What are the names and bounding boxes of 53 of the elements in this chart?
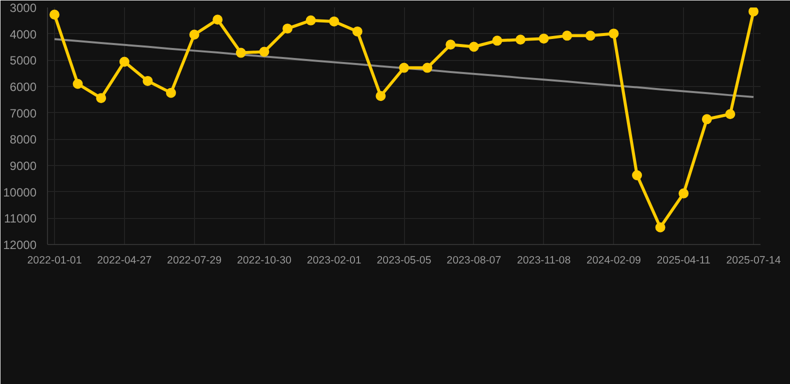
point — [236, 48, 246, 58]
point — [492, 36, 502, 46]
point — [119, 56, 130, 67]
x-tick-label: 2022-01-01 — [27, 254, 82, 266]
point — [212, 14, 223, 25]
point — [399, 62, 409, 73]
point — [376, 90, 386, 101]
y-tick-label: 5000 — [10, 54, 37, 68]
x-tick-label: 2022-04-27 — [97, 254, 152, 266]
y-tick-label: 6000 — [10, 80, 37, 94]
point — [678, 188, 689, 198]
y-tick-label: 7000 — [10, 106, 37, 120]
y-tick-label: 10000 — [3, 185, 37, 200]
y-tick-label: 9000 — [10, 159, 37, 173]
y-tick-label: 3000 — [10, 1, 37, 15]
point — [446, 40, 456, 50]
x-tick-label: 2023-02-01 — [306, 254, 362, 266]
x-tick-label: 2022-07-29 — [167, 254, 222, 266]
point — [306, 15, 316, 26]
point — [632, 170, 642, 180]
point — [562, 30, 572, 41]
point — [748, 8, 759, 16]
point — [608, 28, 619, 39]
point — [96, 93, 106, 104]
y-tick-label: 11000 — [4, 212, 37, 226]
x-tick-label: 2023-11-08 — [516, 254, 571, 266]
line-series — [53, 38, 755, 98]
point — [516, 34, 526, 45]
y-tick-label: 4000 — [10, 27, 37, 42]
x-tick-label: 2025-04-11 — [656, 254, 711, 266]
point — [538, 34, 549, 44]
x-tick-label: 2022-10-30 — [236, 254, 292, 266]
point — [166, 88, 176, 98]
point — [142, 76, 153, 86]
point — [422, 62, 432, 73]
x-tick-label: 2024-02-09 — [586, 254, 642, 266]
point — [189, 30, 200, 40]
x-tick-label: 2025-07-14 — [726, 254, 781, 266]
x-tick-label: 2023-08-07 — [446, 254, 502, 266]
point — [468, 42, 479, 52]
point — [259, 46, 270, 57]
point — [72, 78, 83, 89]
point — [655, 222, 666, 232]
point — [585, 30, 596, 41]
point — [49, 10, 60, 20]
y-tick-label: 8000 — [10, 132, 37, 147]
x-tick-label: 2023-05-05 — [376, 254, 432, 266]
y-tick-label: 12000 — [3, 238, 37, 252]
point — [725, 109, 736, 120]
point — [352, 26, 362, 36]
point — [282, 24, 292, 34]
point — [329, 16, 340, 26]
point — [702, 114, 712, 124]
